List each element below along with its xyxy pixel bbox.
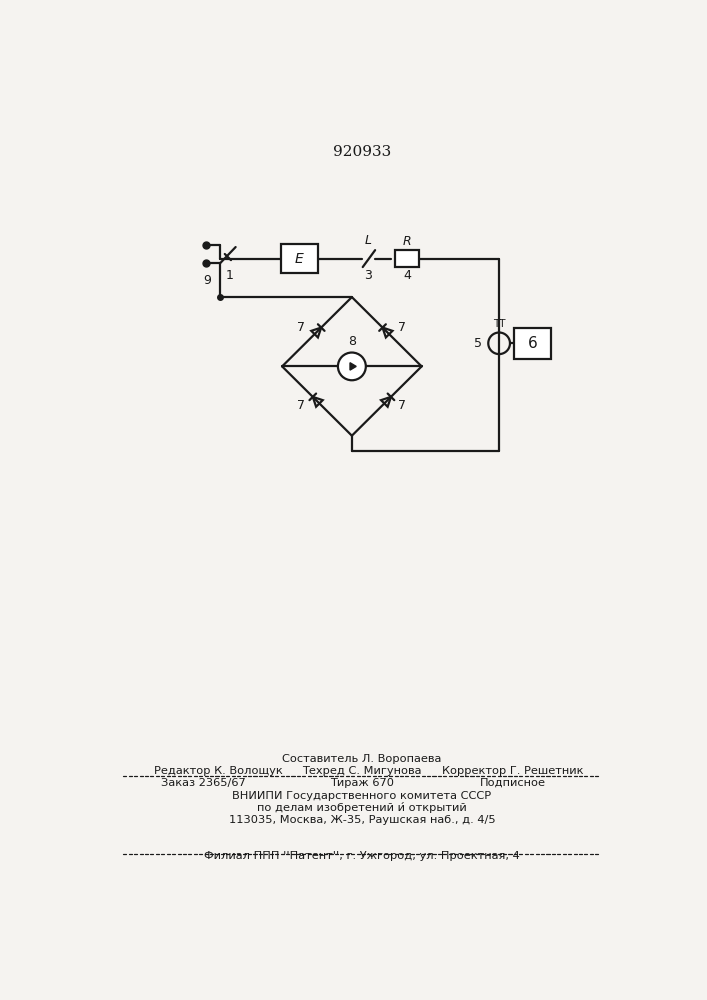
Bar: [281, 244, 317, 273]
Text: 1: 1: [226, 269, 233, 282]
Text: Корректор Г. Решетник: Корректор Г. Решетник: [443, 766, 584, 776]
Text: 6: 6: [527, 336, 537, 351]
Polygon shape: [350, 363, 356, 370]
Text: 113035, Москва, Ж-35, Раушская наб., д. 4/5: 113035, Москва, Ж-35, Раушская наб., д. …: [228, 815, 496, 825]
Bar: [514, 328, 551, 359]
Text: Тираж 670: Тираж 670: [330, 778, 394, 788]
Text: E: E: [295, 252, 303, 266]
Text: Заказ 2365/67: Заказ 2365/67: [160, 778, 245, 788]
Text: ТТ: ТТ: [493, 319, 506, 329]
Text: 3: 3: [364, 269, 372, 282]
Text: R: R: [402, 235, 411, 248]
Text: L: L: [365, 234, 372, 247]
Text: 920933: 920933: [333, 145, 391, 159]
Text: ВНИИПИ Государственного комитета СССР: ВНИИПИ Государственного комитета СССР: [233, 791, 491, 801]
Text: Составитель Л. Воропаева: Составитель Л. Воропаева: [282, 754, 442, 764]
Text: 7: 7: [398, 321, 407, 334]
Text: 9: 9: [203, 274, 211, 287]
Text: 7: 7: [298, 321, 305, 334]
Circle shape: [338, 353, 366, 380]
Text: 5: 5: [474, 337, 482, 350]
Text: 8: 8: [348, 335, 356, 348]
Text: 7: 7: [298, 399, 305, 412]
Text: Филиал ППП ''Патент'', г. Ужгород, ул. Проектная, 4: Филиал ППП ''Патент'', г. Ужгород, ул. П…: [204, 851, 520, 861]
Bar: [395, 250, 419, 267]
Text: Редактор К. Волощук: Редактор К. Волощук: [154, 766, 283, 776]
Text: Подписное: Подписное: [480, 778, 546, 788]
Text: 7: 7: [398, 399, 407, 412]
Text: 4: 4: [403, 269, 411, 282]
Text: Техред С. Мигунова: Техред С. Мигунова: [302, 766, 421, 776]
Text: по делам изобретений и́ открытий: по делам изобретений и́ открытий: [257, 802, 467, 813]
